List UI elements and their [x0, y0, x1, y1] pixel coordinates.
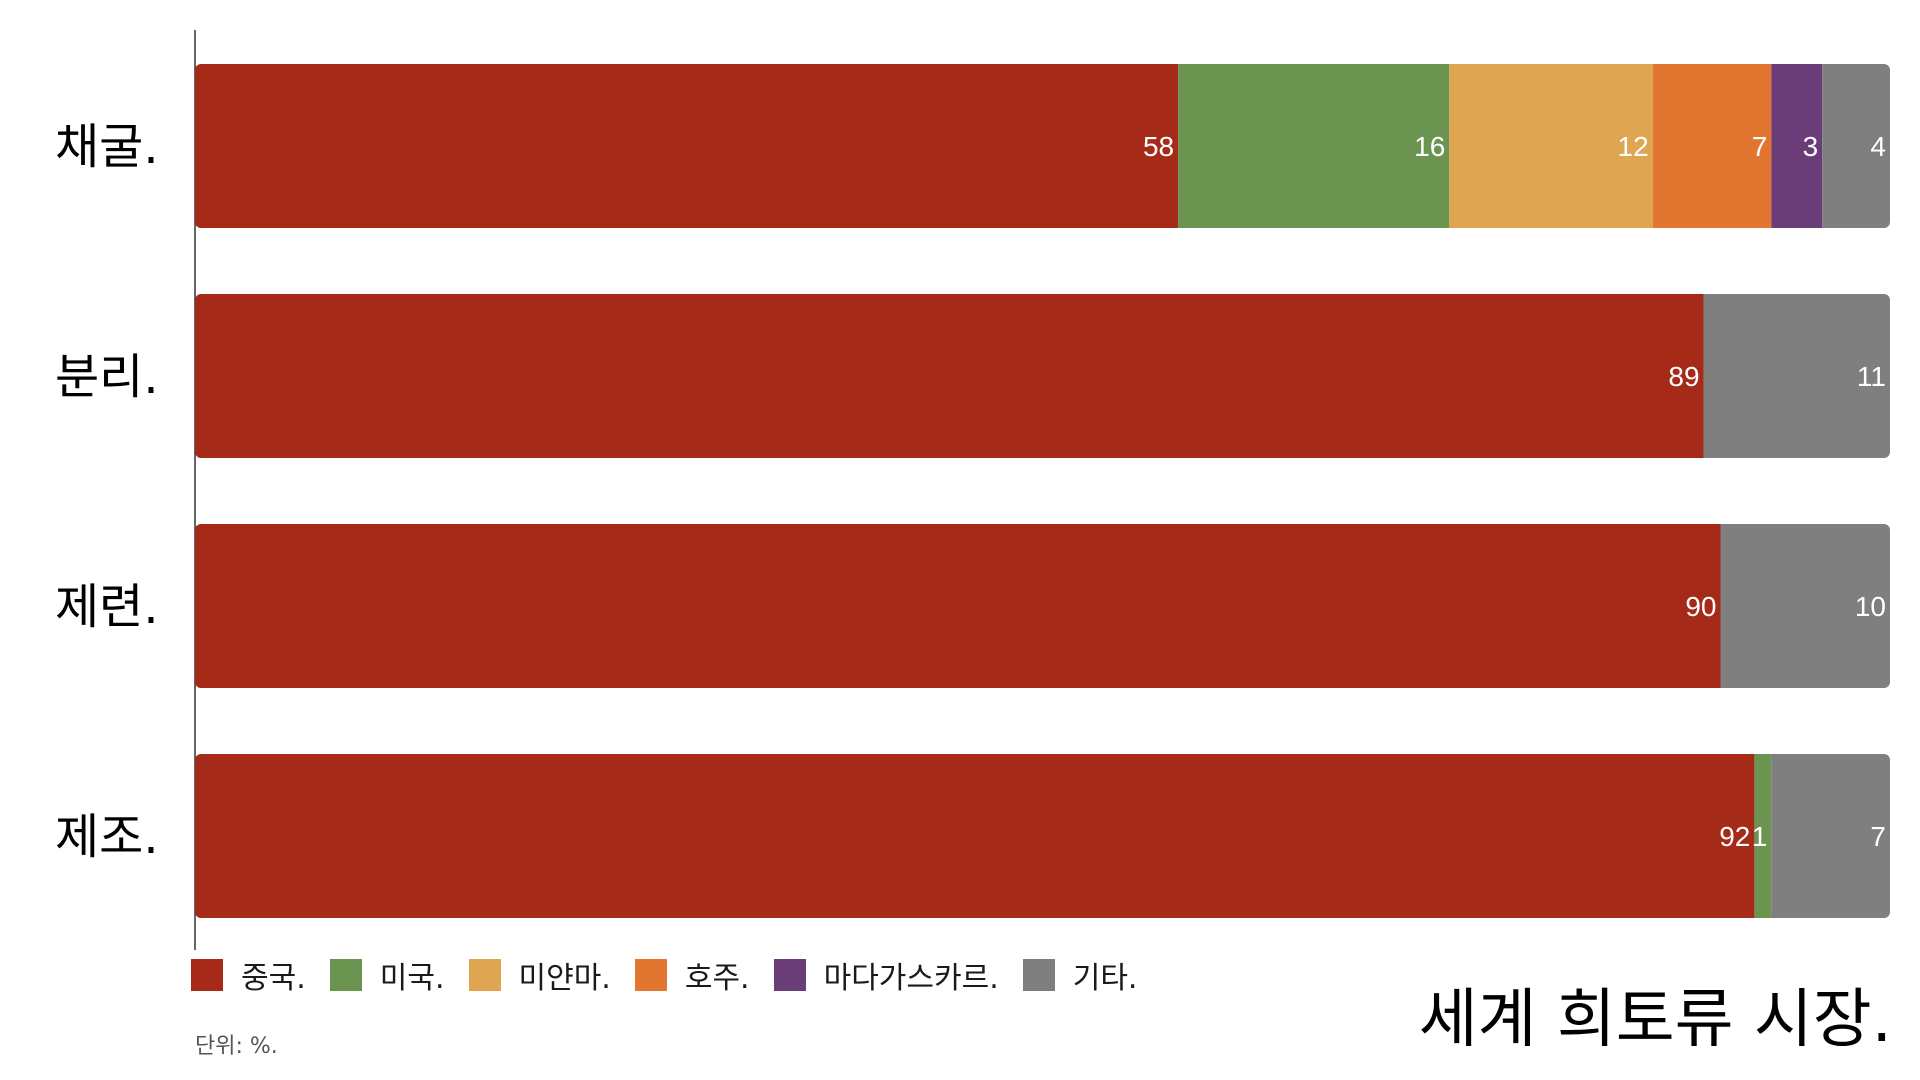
bar-segment	[1703, 294, 1890, 458]
legend-label: 호주.	[684, 961, 750, 996]
bar-segment	[1652, 64, 1772, 228]
data-label: 7	[1870, 821, 1886, 852]
data-label: 1	[1752, 821, 1768, 852]
unit-note: 단위: %.	[195, 1034, 278, 1059]
legend-swatch	[634, 959, 667, 991]
data-label: 10	[1855, 591, 1886, 622]
bar-segment	[1771, 754, 1890, 918]
bar-row: 58 16 12 7 3 4 채굴.	[55, 64, 1890, 228]
legend-swatch	[468, 959, 501, 991]
category-label: 분리.	[55, 349, 159, 405]
bar-segment	[1720, 524, 1890, 688]
legend-item: 기타.	[1022, 953, 1138, 997]
chart-title: 세계 희토류 시장.	[1418, 983, 1892, 1057]
legend-label: 마다가스카르.	[823, 961, 999, 996]
category-label: 제련.	[55, 579, 159, 635]
bar-row: 90 10 제련.	[55, 524, 1890, 688]
legend-item: 중국.	[191, 953, 306, 997]
data-label: 89	[1668, 361, 1699, 392]
data-label: 16	[1414, 131, 1445, 162]
legend-label: 중국.	[241, 961, 306, 996]
data-label: 7	[1752, 131, 1768, 162]
bar-segment	[195, 64, 1179, 228]
bar-segment	[1449, 64, 1653, 228]
data-label: 90	[1685, 591, 1716, 622]
data-label: 58	[1143, 131, 1174, 162]
legend-item: 미국.	[329, 953, 445, 997]
data-label: 11	[1857, 361, 1886, 392]
legend-label: 미국.	[379, 961, 445, 996]
category-label: 채굴.	[55, 119, 159, 175]
legend-swatch	[773, 959, 806, 991]
bar-segment	[195, 294, 1704, 458]
legend-swatch	[191, 959, 223, 991]
bar-row: 89 11 분리.	[55, 294, 1890, 458]
bar-segment	[1822, 64, 1890, 228]
bar-segment	[1771, 64, 1823, 228]
bar-segment	[1178, 64, 1450, 228]
data-label: 4	[1870, 131, 1886, 162]
category-label: 제조.	[55, 809, 159, 865]
legend-label: 기타.	[1072, 961, 1138, 996]
bar-row: 92 1 7 제조.	[55, 754, 1890, 918]
data-label: 92	[1719, 821, 1750, 852]
bar-segment	[1754, 754, 1772, 918]
legend-swatch	[329, 959, 362, 991]
legend-item: 미얀마.	[468, 953, 611, 997]
bar-segment	[195, 524, 1721, 688]
data-label: 3	[1803, 131, 1819, 162]
legend: 중국. 미국. 미얀마. 호주. 마다가스카르. 기타.	[191, 953, 1161, 997]
legend-item: 호주.	[634, 953, 750, 997]
data-label: 12	[1618, 131, 1649, 162]
legend-item: 마다가스카르.	[773, 953, 999, 997]
bar-segment	[195, 754, 1755, 918]
legend-swatch	[1022, 959, 1055, 991]
legend-label: 미얀마.	[518, 961, 611, 996]
